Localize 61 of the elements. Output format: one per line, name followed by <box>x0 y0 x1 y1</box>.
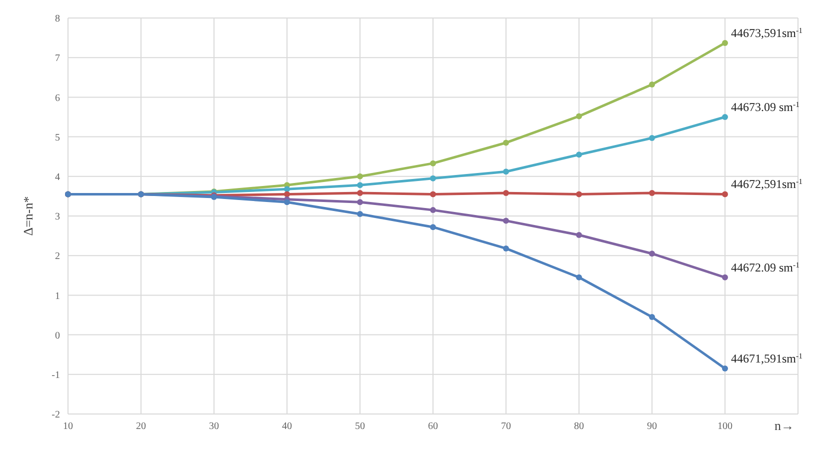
x-tick-label: 70 <box>501 421 511 432</box>
point <box>357 190 363 196</box>
point <box>649 134 655 141</box>
x-tick-label: 90 <box>647 421 657 432</box>
point <box>284 199 290 206</box>
point <box>430 191 436 198</box>
x-axis-title: n→ <box>774 418 794 433</box>
y-tick-label: 3 <box>55 212 60 223</box>
point <box>576 113 582 120</box>
series-label: 44672,591sm$^{-1}$ <box>731 176 803 192</box>
y-tick-label: 6 <box>55 92 60 104</box>
x-tick-label: 40 <box>282 421 292 432</box>
series-label: 44671,591sm$^{-1}$ <box>731 350 803 366</box>
point <box>357 182 363 188</box>
point <box>576 152 582 158</box>
x-tick-label: 60 <box>428 421 438 432</box>
point <box>576 274 582 280</box>
x-tick-label: 80 <box>574 421 584 432</box>
point <box>576 191 582 198</box>
point <box>722 40 728 46</box>
point <box>722 114 728 120</box>
point <box>430 224 436 230</box>
point <box>503 218 509 224</box>
point <box>357 173 363 180</box>
point <box>430 175 436 182</box>
point <box>649 82 655 88</box>
point <box>576 232 582 238</box>
point <box>503 190 509 196</box>
x-tick-label: 30 <box>209 421 219 432</box>
x-tick-label: 100 <box>718 421 732 432</box>
point <box>430 207 436 214</box>
y-axis-title: Δ=n-n* <box>20 196 36 236</box>
series-label: 44672.09 sm$^{-1}$ <box>731 260 800 274</box>
y-tick-label: 7 <box>55 53 60 64</box>
point <box>284 186 290 192</box>
point <box>649 314 655 320</box>
y-tick-label: 5 <box>55 132 60 144</box>
point <box>503 245 509 252</box>
point <box>357 199 363 206</box>
y-tick-label: 0 <box>55 330 60 342</box>
point <box>649 190 655 196</box>
point <box>503 168 509 175</box>
y-tick-label: 8 <box>55 14 60 25</box>
y-tick-label: -1 <box>52 370 60 381</box>
point <box>284 191 290 198</box>
point <box>722 274 728 280</box>
point <box>722 191 728 198</box>
x-tick-label: 10 <box>63 421 73 432</box>
y-tick-label: 4 <box>55 172 60 183</box>
x-tick-label: 50 <box>355 421 365 432</box>
point <box>722 365 728 372</box>
x-tick-label: 20 <box>136 421 146 432</box>
point <box>430 160 436 166</box>
series-label: 44673,591sm$^{-1}$ <box>731 25 803 40</box>
y-tick-label: 1 <box>55 290 60 302</box>
point <box>357 211 363 218</box>
point <box>649 250 655 257</box>
series-label: 44673.09 sm$^{-1}$ <box>731 100 800 114</box>
y-tick-label: 2 <box>55 251 60 262</box>
y-tick-label: -2 <box>52 410 60 421</box>
point <box>503 140 509 146</box>
